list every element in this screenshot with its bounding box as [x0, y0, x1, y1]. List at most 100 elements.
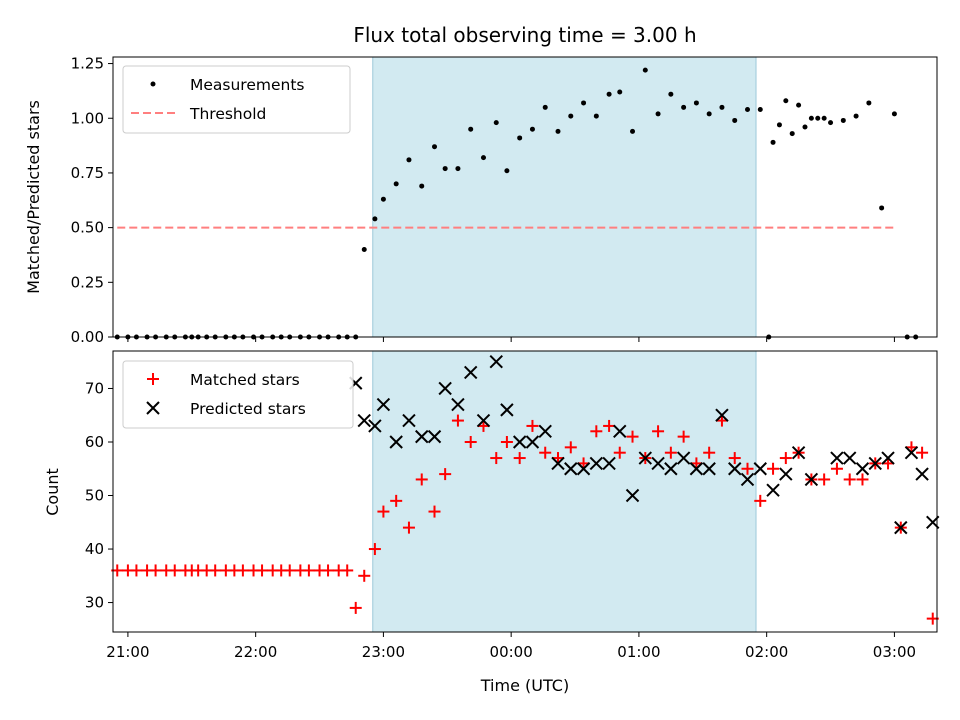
count-y-ticks: 30 40 50 60 70	[85, 379, 113, 612]
count-x-tick-label: 23:00	[362, 643, 405, 661]
count-shaded-span	[372, 350, 757, 633]
legend-threshold-label: Threshold	[189, 105, 266, 123]
measurement-point	[593, 113, 599, 119]
measurement-point	[517, 135, 523, 141]
predicted-star-point	[512, 435, 527, 449]
predicted-star-point	[894, 520, 908, 535]
predicted-star-point	[651, 456, 665, 471]
x-axis-label: Time (UTC)	[480, 676, 569, 695]
matched-star-point	[590, 425, 603, 438]
ratio-y-tick-label: 0.25	[71, 273, 104, 291]
measurement-point	[642, 67, 648, 73]
measurement-point	[361, 247, 367, 252]
count-legend: Matched stars Predicted stars	[122, 360, 354, 429]
predicted-star-point	[779, 467, 793, 481]
matched-star-point	[500, 435, 513, 448]
count-y-axis-label: Count	[43, 468, 62, 516]
panel-count: 30 40 50 60 70 21:00 22:00 23:00 00:00 01:00 02:0…	[43, 350, 940, 695]
matched-star-point	[741, 462, 754, 475]
count-points-layer	[111, 354, 940, 625]
matched-star-point	[843, 473, 856, 486]
measurement-point	[606, 91, 612, 97]
predicted-star-point	[740, 472, 755, 487]
legend-predicted-label: Predicted stars	[190, 400, 306, 418]
measurement-point	[866, 100, 872, 106]
predicted-star-point	[602, 456, 616, 471]
predicted-star-point	[368, 419, 382, 433]
predicted-star-point	[376, 397, 391, 412]
measurement-point	[493, 120, 499, 126]
measurement-point	[802, 124, 808, 130]
matched-star-point	[664, 446, 677, 459]
predicted-star-point	[915, 467, 929, 481]
predicted-star-point	[500, 403, 514, 417]
predicted-star-point	[463, 365, 478, 380]
matched-star-point	[526, 419, 539, 432]
ratio-y-tick-label: 0.75	[71, 164, 104, 182]
count-x-tick-label: 01:00	[617, 643, 660, 661]
ratio-y-tick-label: 1.00	[71, 109, 104, 127]
count-x-tick-label: 22:00	[234, 643, 277, 661]
count-x-tick-label: 21:00	[106, 643, 149, 661]
count-y-tick-label: 70	[85, 379, 104, 397]
predicted-star-point	[702, 462, 716, 476]
matched-star-point	[490, 452, 503, 465]
matched-star-point	[613, 446, 626, 459]
matched-star-point	[130, 564, 143, 577]
measurement-point	[706, 111, 712, 117]
predicted-star-point	[625, 488, 640, 503]
matched-star-point	[513, 452, 526, 465]
predicted-star-point	[791, 445, 806, 460]
measurement-point	[808, 115, 814, 121]
count-legend-box	[122, 360, 354, 429]
matched-star-point	[830, 462, 843, 475]
predicted-star-point	[613, 424, 627, 438]
measurement-point	[681, 104, 687, 110]
measurement-point	[770, 139, 776, 145]
count-y-tick-label: 40	[85, 540, 104, 558]
matched-star-point	[539, 446, 552, 459]
count-x-tick-label: 00:00	[490, 643, 533, 661]
matched-star-point	[283, 564, 296, 577]
matched-star-point	[626, 430, 639, 443]
predicted-star-point	[427, 429, 442, 444]
legend-matched-label: Matched stars	[190, 371, 300, 389]
measurement-point	[891, 111, 897, 117]
count-plot-frame	[112, 350, 938, 633]
legend-measurements-label: Measurements	[190, 76, 305, 94]
predicted-star-point	[489, 354, 503, 369]
measurement-point	[853, 113, 859, 119]
predicted-star-point	[728, 462, 742, 476]
measurement-point	[542, 104, 548, 110]
matched-star-point	[302, 564, 315, 577]
predicted-star-point	[715, 408, 729, 422]
matched-star-point	[390, 494, 403, 507]
predicted-star-point	[881, 451, 895, 465]
matched-star-point	[428, 505, 441, 518]
chart-title: Flux total observing time = 3.00 h	[353, 23, 696, 47]
measurement-point	[693, 100, 699, 106]
matched-star-point	[149, 564, 162, 577]
measurement-point	[745, 107, 751, 112]
ratio-y-ticks: 0.00 0.25 0.50 0.75 1.00 1.25	[71, 55, 113, 346]
matched-star-point	[341, 564, 354, 577]
predicted-star-point	[830, 451, 844, 465]
matched-star-point	[209, 564, 222, 577]
ratio-y-tick-label: 0.00	[71, 328, 104, 346]
count-y-tick-label: 30	[85, 594, 104, 612]
measurement-point	[630, 128, 636, 134]
matched-star-point	[916, 446, 929, 459]
matched-star-point	[439, 468, 452, 481]
predicted-star-point	[689, 462, 704, 476]
count-y-tick-label: 60	[85, 433, 104, 451]
measurement-point	[432, 144, 438, 150]
legend-measurements-marker	[150, 81, 156, 87]
measurement-point	[732, 117, 738, 123]
predicted-star-point	[868, 456, 882, 471]
ratio-y-axis-label: Matched/Predicted stars	[24, 100, 43, 294]
measurement-point	[393, 181, 399, 187]
measurement-point	[555, 128, 561, 134]
predicted-star-point	[389, 435, 403, 449]
measurement-point	[406, 157, 412, 163]
